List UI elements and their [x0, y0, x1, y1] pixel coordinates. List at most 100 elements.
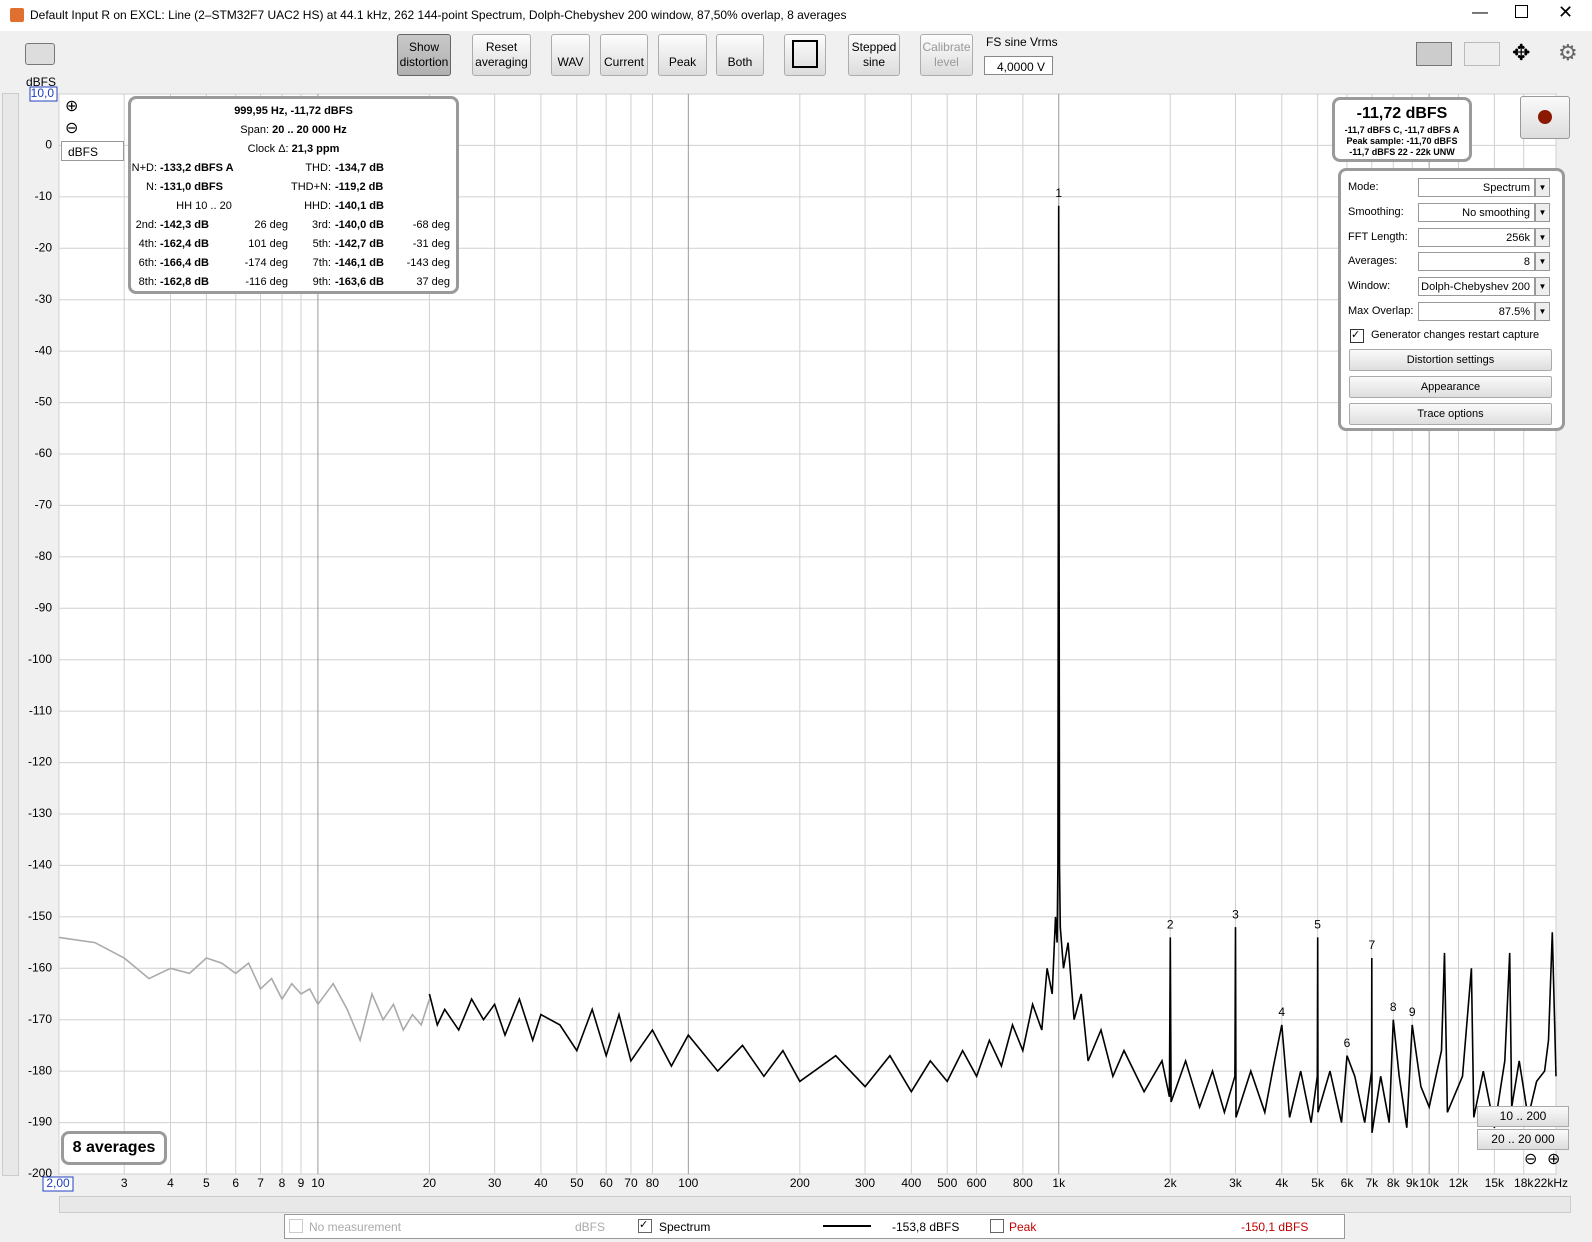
v-scrollbar[interactable] [2, 93, 19, 1176]
x-tick-label: 18k [1514, 1176, 1534, 1190]
span-value: 20 .. 20 000 Hz [272, 124, 347, 136]
setting-field[interactable]: 256k [1418, 227, 1535, 247]
h-scrollbar[interactable] [59, 1196, 1571, 1213]
stat-value: -133,2 dBFS A [160, 162, 234, 174]
maximize[interactable] [1515, 5, 1528, 18]
y-range-box [29, 86, 58, 102]
checkbox[interactable]: ✓ [638, 1219, 652, 1233]
x-tick-label: 600 [967, 1176, 987, 1190]
stat-label: 9th: [312, 276, 331, 288]
toolbar-button[interactable]: Current [600, 34, 648, 76]
range-button[interactable]: 10 .. 200 [1477, 1106, 1569, 1127]
toolbar-button[interactable]: Peak [658, 34, 707, 76]
setting-label: Smoothing: [1348, 205, 1404, 218]
stat-label: N+D: [131, 162, 157, 174]
zoom-out-x[interactable]: ⊖ [1524, 1151, 1538, 1168]
zoom-in[interactable]: ⊕ [65, 98, 79, 115]
legend-spectrum-value: -153,8 dBFS [892, 1220, 960, 1234]
harmonic-marker: 8 [1390, 1000, 1397, 1014]
y-tick-label: -110 [29, 703, 52, 717]
window-title: Default Input R on EXCL: Line (2–STM32F7… [30, 8, 847, 22]
x-tick-label: 6k [1341, 1176, 1355, 1190]
y-tick-label: -70 [35, 498, 53, 512]
dropdown-arrow[interactable]: ▼ [1535, 252, 1550, 272]
zoom-in-x[interactable]: ⊕ [1547, 1151, 1561, 1168]
legend-peak: Peak [1009, 1220, 1037, 1234]
toolbar-button[interactable]: WAV [551, 34, 590, 76]
harmonic-marker: 3 [1232, 907, 1239, 921]
stat-value: -146,1 dB [335, 257, 384, 269]
level-line: -11,7 dBFS 22 - 22k UNW [1349, 147, 1455, 157]
dropdown-arrow[interactable]: ▼ [1535, 202, 1550, 222]
checkbox[interactable] [289, 1219, 303, 1233]
dropdown-arrow[interactable]: ▼ [1535, 277, 1550, 297]
y-tick-label: -170 [28, 1012, 52, 1026]
toolbar-button[interactable]: Reset averaging [472, 34, 531, 76]
stat-label: THD+N: [290, 181, 331, 193]
setting-field[interactable]: Spectrum [1418, 178, 1535, 197]
record-button[interactable] [1520, 96, 1570, 139]
setting-field[interactable]: 8 [1418, 252, 1535, 272]
view-icon[interactable] [1416, 42, 1452, 66]
setting-label: Max Overlap: [1348, 305, 1414, 317]
x-tick-label: 7k [1365, 1176, 1379, 1190]
checkbox[interactable]: ✓ [1350, 329, 1364, 343]
settings-button[interactable]: Trace options [1349, 403, 1552, 425]
harmonic-marker: 5 [1314, 918, 1321, 932]
stat-value: -142,3 dB [160, 219, 209, 231]
setting-label: Averages: [1348, 255, 1398, 268]
toolbar-button[interactable]: Show distortion [397, 34, 451, 76]
legend-none: No measurement [309, 1220, 402, 1234]
settings-button[interactable]: Appearance [1349, 376, 1552, 398]
camera-icon[interactable] [25, 43, 55, 65]
stat-value: -166,4 dB [160, 257, 209, 269]
fit-icon[interactable]: ✥ [1512, 40, 1531, 65]
setting-field[interactable]: 87.5% [1418, 302, 1535, 321]
y-tick-label: -90 [35, 600, 53, 614]
import-button[interactable] [784, 34, 826, 76]
y-tick-label: -180 [28, 1063, 52, 1077]
x-tick-label: 10k [1419, 1176, 1439, 1190]
setting-field[interactable]: No smoothing [1418, 202, 1535, 222]
clock-label: Clock Δ: [247, 143, 289, 155]
minimize[interactable]: — [1472, 4, 1488, 21]
settings-button[interactable]: Distortion settings [1349, 349, 1552, 371]
view-icon[interactable] [1464, 42, 1500, 66]
unit-dropdown[interactable]: dBFS [61, 141, 124, 161]
settings-icon[interactable]: ⚙ [1558, 40, 1578, 65]
x-tick-label: 80 [646, 1176, 660, 1190]
x-tick-label: 60 [599, 1176, 613, 1190]
stat-phase: 26 deg [254, 219, 288, 231]
close[interactable]: ✕ [1558, 2, 1574, 22]
fs-value[interactable]: 4,0000 V [984, 56, 1053, 75]
y-tick-label: 10,0 [31, 86, 55, 100]
y-tick-label: -50 [35, 395, 53, 409]
y-tick-label: -100 [28, 652, 52, 666]
stat-value: -131,0 dBFS [160, 181, 223, 193]
stat-label: 6th: [138, 257, 157, 269]
harmonic-marker: 6 [1344, 1036, 1351, 1050]
dropdown-arrow[interactable]: ▼ [1535, 302, 1550, 321]
y-axis-label: dBFS [26, 75, 56, 89]
legend-none-unit: dBFS [575, 1220, 606, 1234]
x-tick-label: 9k [1406, 1176, 1420, 1190]
range-button[interactable]: 20 .. 20 000 [1477, 1129, 1569, 1150]
stat-value: -163,6 dB [335, 276, 384, 288]
x-tick-label: 3k [1229, 1176, 1243, 1190]
zoom-out[interactable]: ⊖ [65, 120, 79, 137]
y-tick-label: -160 [28, 960, 52, 974]
stat-label: 3rd: [312, 219, 331, 231]
stat-phase: 101 deg [248, 238, 288, 250]
y-tick-label: -20 [35, 240, 53, 254]
setting-field[interactable]: Dolph-Chebyshev 200 [1418, 277, 1535, 297]
dropdown-arrow[interactable]: ▼ [1535, 178, 1550, 197]
checkbox[interactable] [990, 1219, 1004, 1233]
toolbar-button[interactable]: Both [716, 34, 764, 76]
span-label: Span: [240, 124, 270, 136]
stat-label: HH 10 .. 20 [176, 200, 232, 212]
dropdown-arrow[interactable]: ▼ [1535, 227, 1550, 247]
x-tick-label: 500 [937, 1176, 957, 1190]
x-range-box [42, 1176, 74, 1192]
toolbar-button[interactable]: Stepped sine [848, 34, 900, 76]
harmonic-marker: 9 [1409, 1005, 1416, 1019]
